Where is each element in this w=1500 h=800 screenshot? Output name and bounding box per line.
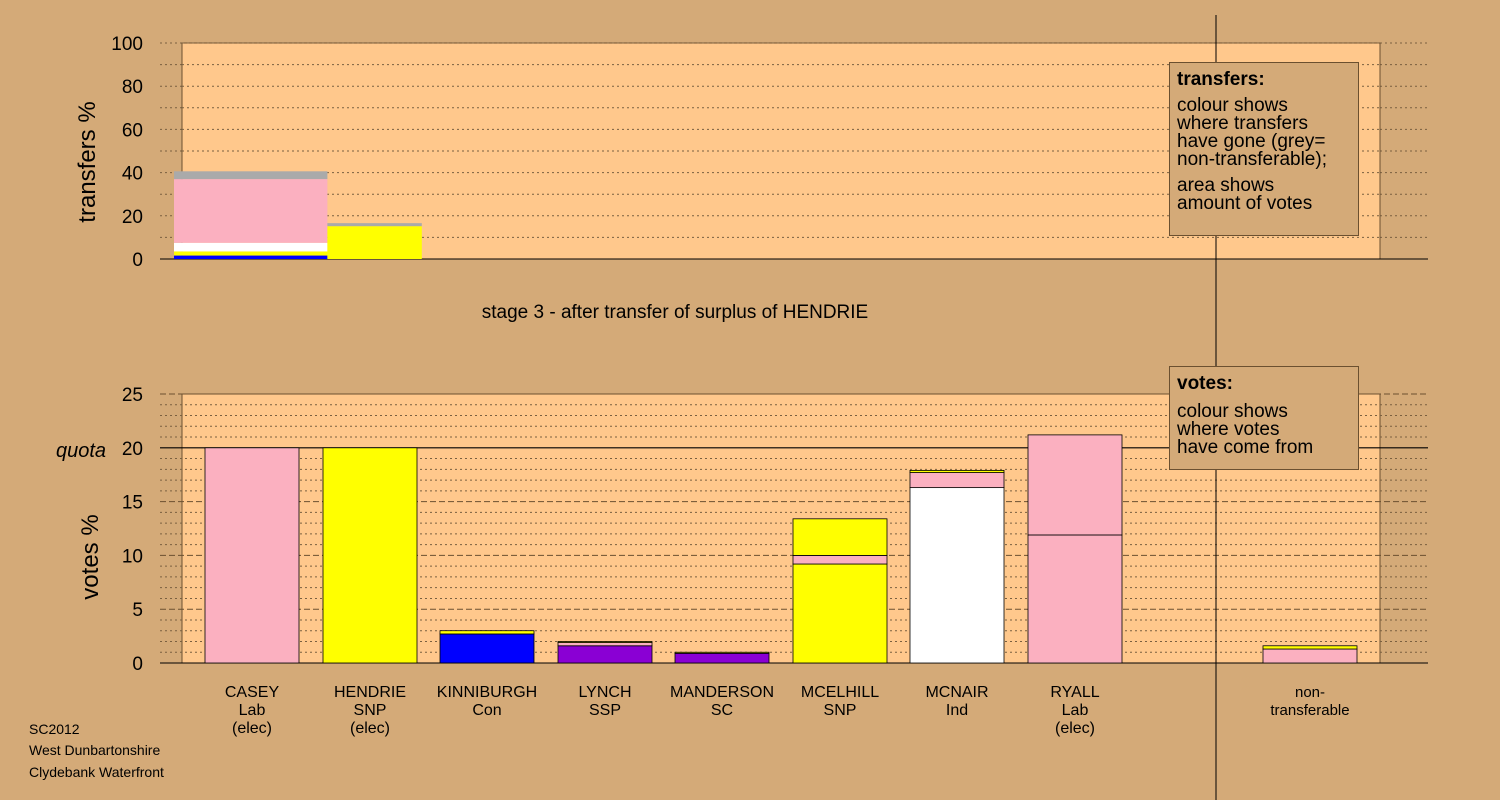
votes-y-tick-label: 0 bbox=[132, 654, 143, 675]
transfers-y-tick-label: 0 bbox=[132, 250, 143, 271]
votes-legend-line: have come from bbox=[1177, 437, 1314, 458]
candidate-name-label: MANDERSON bbox=[670, 684, 774, 701]
candidate-name-label: HENDRIE bbox=[334, 684, 406, 701]
candidate-name-label: LYNCH bbox=[578, 684, 631, 701]
candidate-name-label: non- bbox=[1295, 684, 1325, 701]
transfers-y-tick-label: 40 bbox=[122, 164, 143, 185]
votes-y-tick-label: 10 bbox=[122, 546, 143, 567]
vote-segment bbox=[439, 633, 535, 664]
vote-segment bbox=[204, 447, 300, 664]
votes-y-tick-label: 15 bbox=[122, 493, 143, 514]
transfer-segment bbox=[174, 171, 328, 180]
transfer-segment bbox=[174, 179, 328, 243]
transfers-bars bbox=[174, 171, 422, 259]
candidate-party-label: Lab bbox=[239, 702, 266, 719]
vote-segment bbox=[1027, 534, 1123, 664]
vote-segment bbox=[792, 555, 888, 565]
candidate-party-label: SC bbox=[711, 702, 733, 719]
vote-segment bbox=[557, 641, 653, 643]
vote-segment bbox=[792, 518, 888, 556]
vote-segment bbox=[1262, 645, 1358, 650]
transfer-segment bbox=[174, 251, 328, 256]
candidate-name-label: MCNAIR bbox=[925, 684, 988, 701]
votes-legend: votes: colour shows where votes have com… bbox=[1169, 366, 1359, 470]
vote-segment bbox=[909, 472, 1005, 489]
transfers-y-tick-label: 60 bbox=[122, 120, 143, 141]
vote-segment bbox=[909, 469, 1005, 473]
transfers-legend-line: where transfers bbox=[1177, 113, 1308, 134]
stage-title: stage 3 - after transfer of surplus of H… bbox=[482, 302, 869, 323]
footer-election: SC2012 bbox=[29, 721, 80, 737]
votes-y-tick-label: 5 bbox=[132, 600, 143, 621]
transfer-segment bbox=[327, 226, 422, 259]
votes-legend-line: where votes bbox=[1177, 419, 1280, 440]
vote-segment bbox=[909, 487, 1005, 664]
candidate-party-label: SNP bbox=[824, 702, 857, 719]
transfers-legend-title: transfers: bbox=[1177, 69, 1265, 90]
transfers-y-axis-label: transfers % bbox=[74, 101, 101, 222]
transfers-legend-line: have gone (grey= bbox=[1177, 131, 1326, 152]
candidate-name-label: KINNIBURGH bbox=[437, 684, 537, 701]
transfers-legend-line: amount of votes bbox=[1177, 193, 1313, 214]
vote-segment bbox=[322, 447, 418, 664]
candidate-status-label: (elec) bbox=[232, 720, 272, 737]
vote-segment bbox=[1262, 648, 1358, 664]
candidate-party-label: Lab bbox=[1062, 702, 1089, 719]
votes-y-axis-label: votes % bbox=[77, 514, 104, 599]
candidate-party-label: transferable bbox=[1270, 702, 1349, 719]
candidate-name-label: RYALL bbox=[1050, 684, 1099, 701]
quota-label: quota bbox=[56, 440, 106, 462]
vote-segment bbox=[557, 645, 653, 664]
transfers-y-tick-label: 20 bbox=[122, 207, 143, 228]
vote-segment bbox=[557, 642, 653, 647]
transfers-legend-line: colour shows bbox=[1177, 95, 1288, 116]
candidate-party-label: Ind bbox=[946, 702, 968, 719]
transfer-segment bbox=[174, 242, 328, 252]
transfers-legend-line: non-transferable); bbox=[1177, 149, 1327, 170]
transfer-segment bbox=[327, 223, 422, 227]
candidate-status-label: (elec) bbox=[350, 720, 390, 737]
votes-legend-line: colour shows bbox=[1177, 401, 1288, 422]
candidate-party-label: SSP bbox=[589, 702, 621, 719]
footer-council: West Dunbartonshire bbox=[29, 742, 161, 758]
vote-segment bbox=[439, 630, 535, 635]
candidate-name-label: MCELHILL bbox=[801, 684, 879, 701]
candidate-party-label: Con bbox=[472, 702, 501, 719]
transfers-y-tick-label: 80 bbox=[122, 77, 143, 98]
votes-y-tick-label: 25 bbox=[122, 385, 143, 406]
transfer-segment bbox=[174, 255, 328, 259]
candidate-labels: CASEYLab(elec)HENDRIESNP(elec)KINNIBURGH… bbox=[225, 684, 1350, 737]
footer-ward: Clydebank Waterfront bbox=[29, 764, 164, 780]
vote-segment bbox=[674, 651, 770, 654]
votes-y-axis: 0 5 10 15 20 25 bbox=[122, 385, 143, 675]
candidate-name-label: CASEY bbox=[225, 684, 280, 701]
vote-segment bbox=[1027, 434, 1123, 536]
vote-segment bbox=[792, 563, 888, 664]
vote-segment bbox=[674, 652, 770, 664]
votes-bars bbox=[204, 434, 1358, 664]
transfers-legend-line: area shows bbox=[1177, 175, 1275, 196]
transfers-legend: transfers: colour shows where transfers … bbox=[1169, 62, 1359, 236]
candidate-status-label: (elec) bbox=[1055, 720, 1095, 737]
candidate-party-label: SNP bbox=[354, 702, 387, 719]
transfers-y-tick-label: 100 bbox=[111, 34, 143, 55]
votes-legend-title: votes: bbox=[1177, 373, 1233, 394]
transfers-y-axis: 0 20 40 60 80 100 bbox=[111, 34, 143, 271]
votes-y-tick-label: 20 bbox=[122, 439, 143, 460]
